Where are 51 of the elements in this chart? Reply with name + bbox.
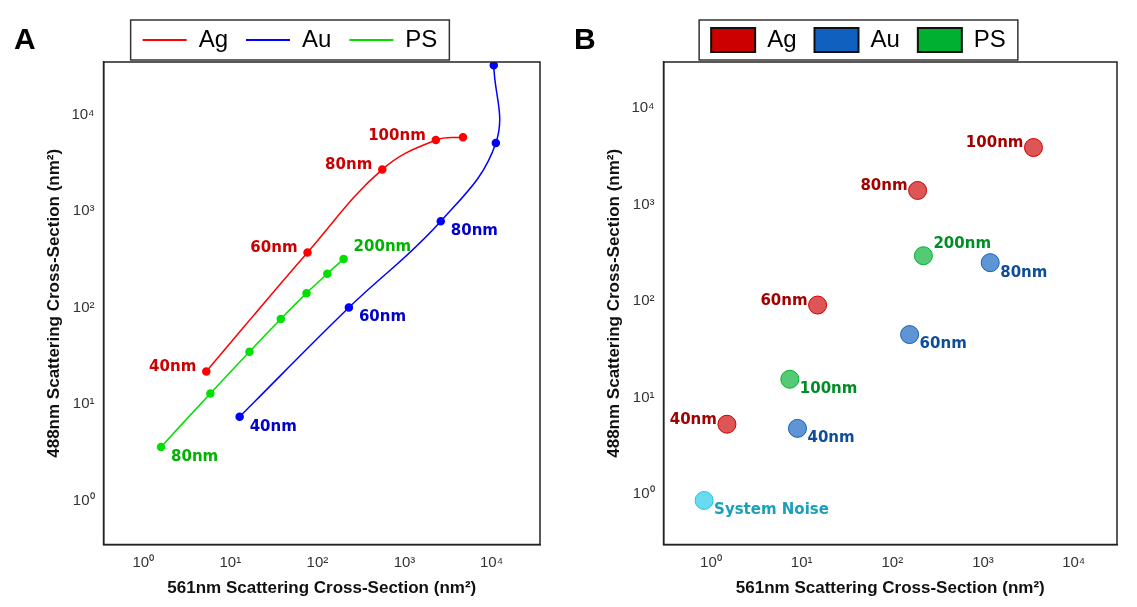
annotation: 40nm: [669, 410, 717, 429]
annotation: 60nm: [919, 334, 967, 353]
x-tick-label: 10⁴: [1062, 552, 1086, 570]
y-tick-label: 10⁴: [71, 104, 95, 122]
x-axis-title: 561nm Scattering Cross-Section (nm²): [735, 578, 1045, 598]
y-tick-label: 10⁰: [632, 484, 655, 502]
annotation: 80nm: [860, 176, 908, 195]
chart-title: B: [574, 22, 596, 56]
y-tick-label: 10⁰: [72, 490, 95, 508]
annotation: 80nm: [1000, 262, 1048, 281]
legend-label: PS: [405, 24, 438, 52]
y-axis-title: 488nm Scattering Cross-Section (nm²): [43, 148, 63, 458]
annotation: 80nm: [325, 155, 373, 174]
x-tick-label: 10⁰: [700, 552, 722, 570]
y-tick-label: 10¹: [72, 394, 95, 412]
x-tick-label: 10⁴: [479, 552, 504, 570]
x-tick-label: 10⁰: [132, 552, 155, 570]
x-tick-label: 10²: [881, 552, 904, 570]
legend-label: PS: [973, 24, 1006, 52]
y-tick-label: 10¹: [632, 387, 655, 405]
annotation: 100nm: [965, 133, 1024, 152]
annotation: 60nm: [250, 238, 298, 257]
y-tick-label: 10⁴: [631, 98, 655, 116]
annotation: 60nm: [358, 307, 407, 326]
y-tick-label: 10³: [72, 201, 95, 219]
x-tick-label: 10³: [393, 552, 416, 570]
annotation: 100nm: [368, 126, 426, 144]
y-tick-label: 10²: [72, 297, 95, 315]
chart-title: A: [14, 22, 36, 56]
annotation: 60nm: [760, 290, 808, 309]
legend-label: Au: [301, 24, 332, 52]
legend-label: Ag: [767, 24, 797, 52]
x-tick-label: 10²: [306, 552, 329, 570]
x-tick-label: 10¹: [219, 552, 242, 570]
y-tick-label: 10²: [632, 291, 655, 309]
annotation: 200nm: [353, 236, 412, 255]
annotation: 100nm: [799, 379, 858, 398]
y-axis-title: 488nm Scattering Cross-Section (nm²): [603, 148, 623, 458]
x-axis-title: 561nm Scattering Cross-Section (nm²): [167, 578, 477, 598]
x-tick-label: 10³: [972, 552, 994, 570]
annotation: 80nm: [450, 221, 498, 240]
y-tick-label: 10³: [632, 194, 655, 212]
annotation: 40nm: [807, 428, 855, 447]
annotation: 40nm: [249, 416, 297, 435]
legend-label: Au: [870, 24, 900, 52]
x-tick-label: 10¹: [790, 552, 813, 570]
legend-label: Ag: [198, 24, 228, 52]
annotation: 40nm: [149, 357, 197, 376]
annotation: 80nm: [171, 446, 219, 465]
annotation: System Noise: [714, 500, 829, 519]
annotation: 200nm: [933, 233, 992, 252]
